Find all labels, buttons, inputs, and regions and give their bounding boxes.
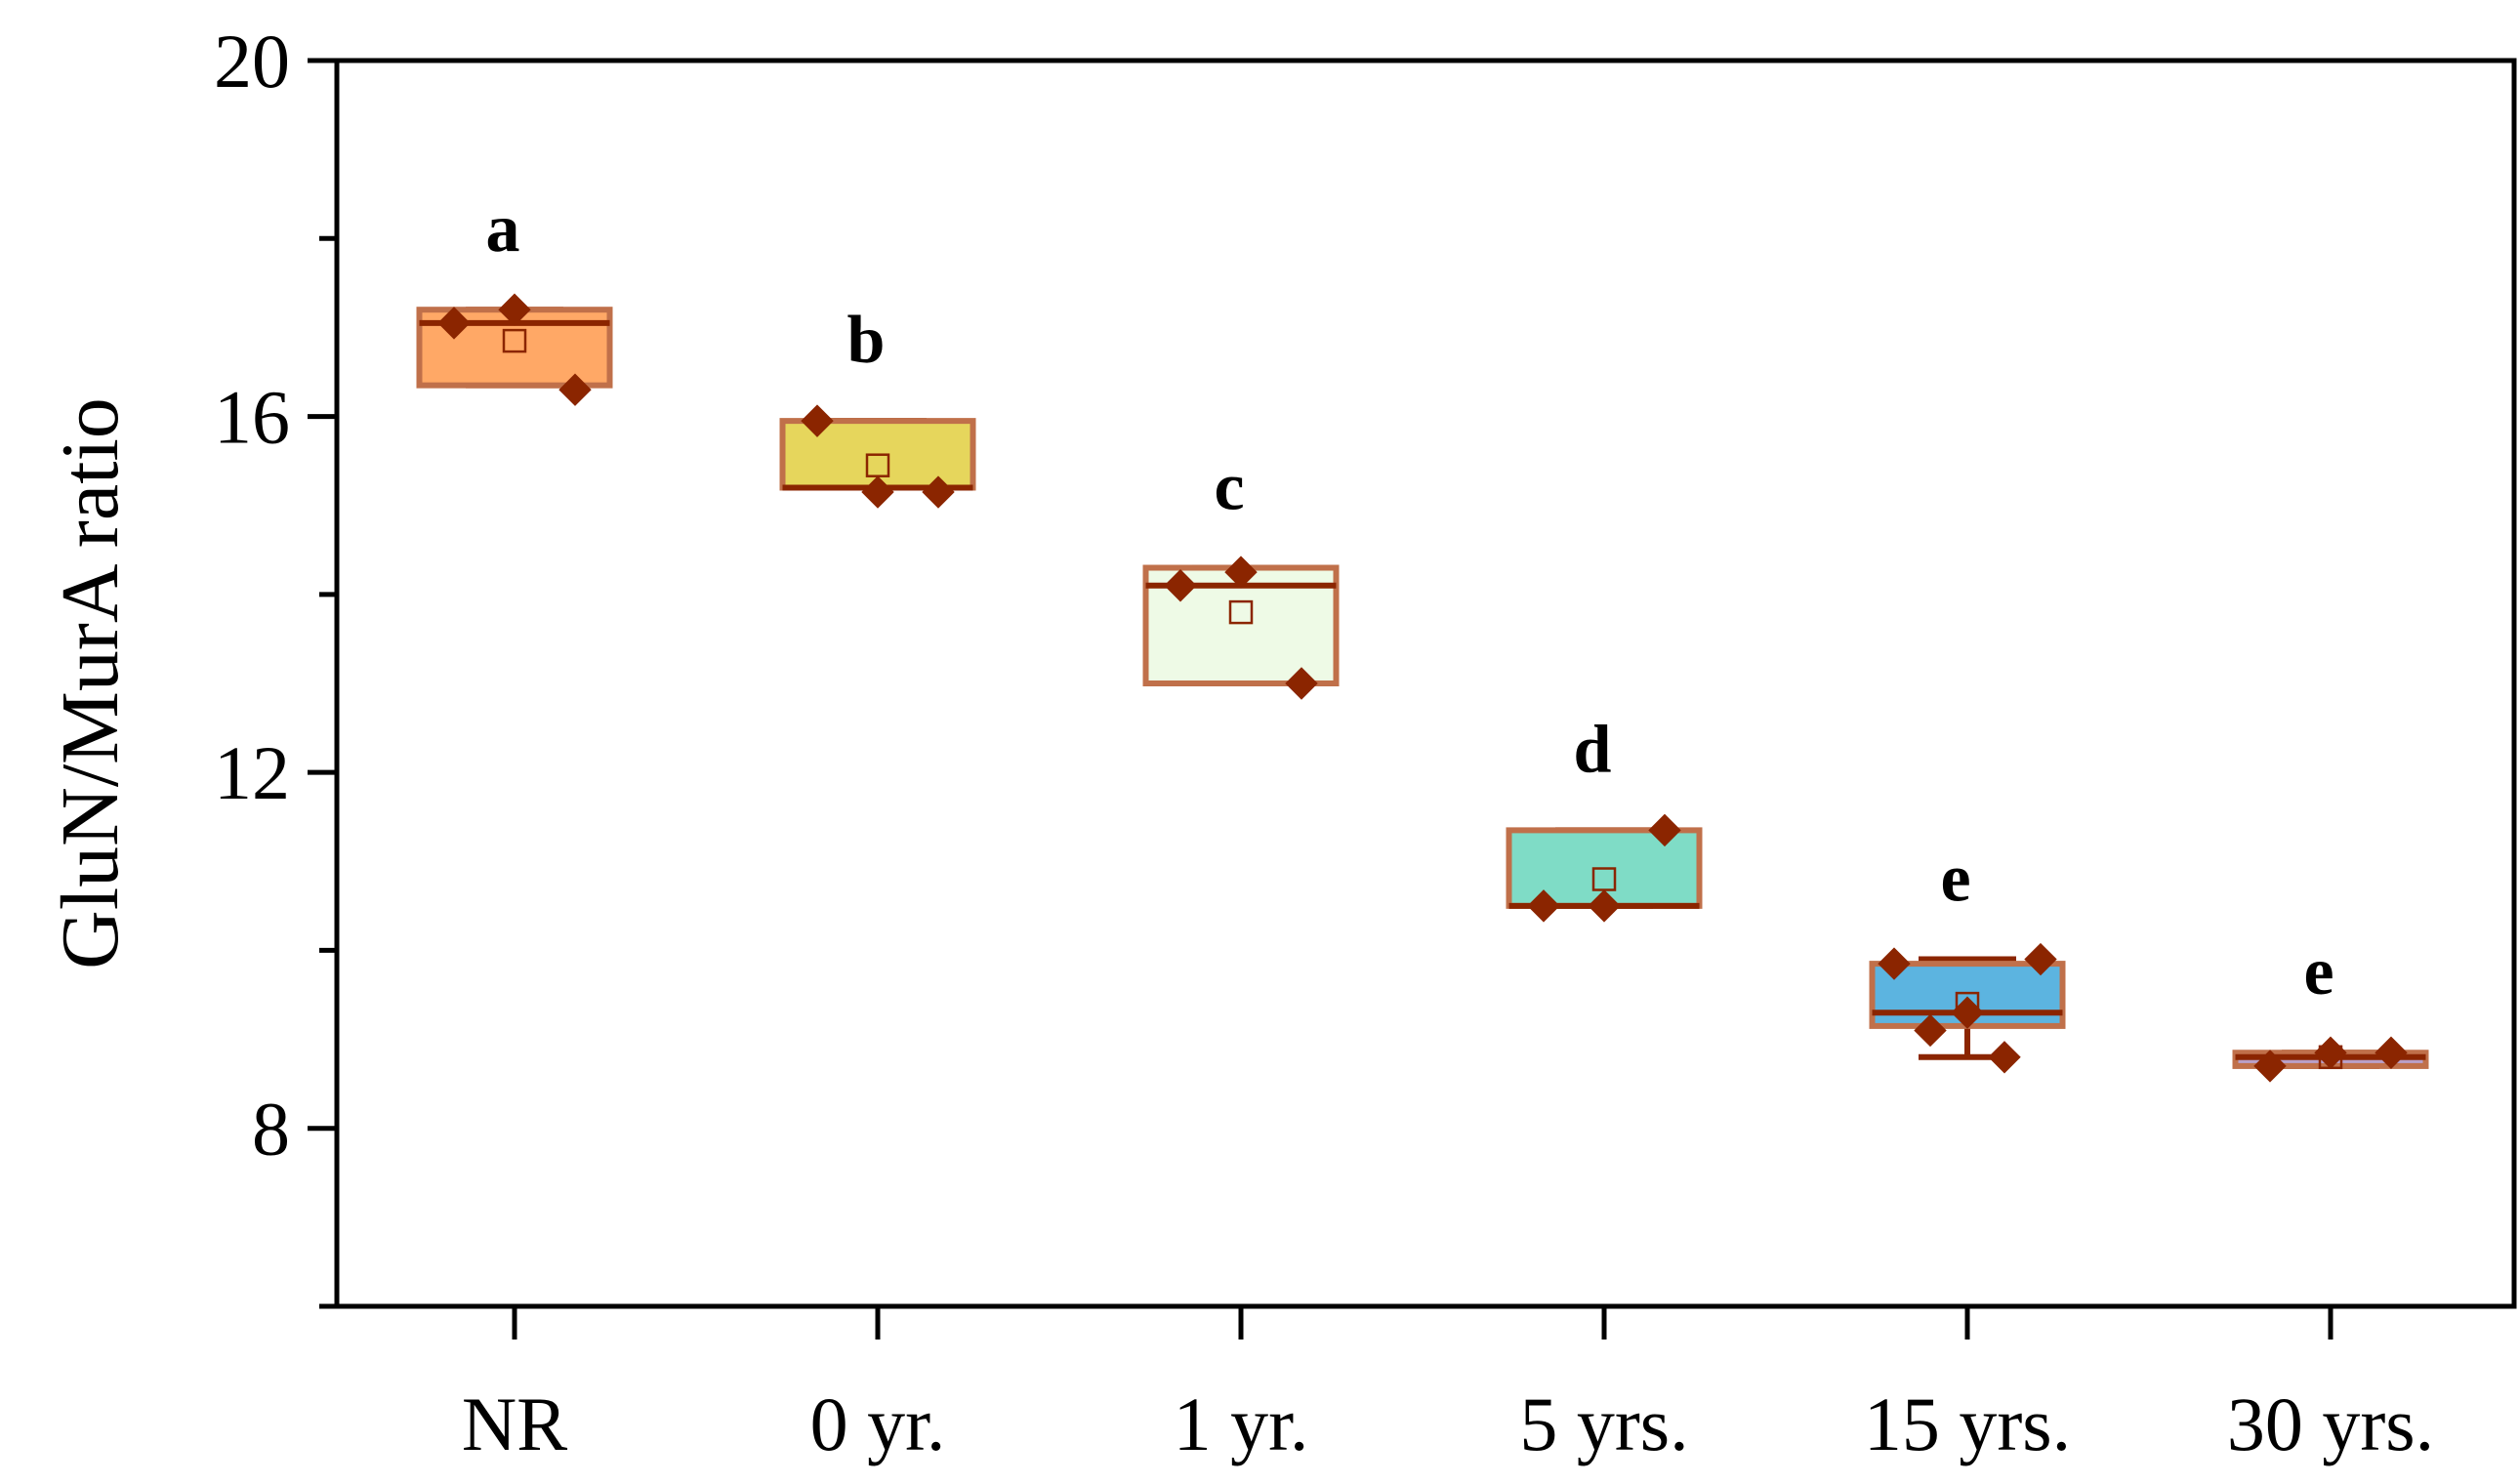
data-point — [1988, 1041, 2021, 1074]
mean-marker — [1228, 599, 1254, 625]
data-point — [1648, 813, 1681, 847]
boxes — [416, 307, 2429, 1070]
x-tick-label: 5 yrs. — [1519, 1381, 1688, 1466]
data-points — [437, 293, 2408, 1083]
significance-letter: a — [486, 191, 520, 267]
x-tick-label: 0 yr. — [810, 1381, 946, 1466]
data-point — [2024, 942, 2057, 976]
data-point — [498, 293, 531, 326]
data-point — [801, 404, 834, 437]
significance-letter: b — [847, 303, 886, 378]
y-tick-label: 16 — [214, 375, 290, 460]
plot-frame — [334, 58, 2517, 1309]
data-point — [1914, 1013, 1947, 1048]
mean-marker — [502, 328, 527, 353]
data-point — [1285, 667, 1318, 700]
data-point — [922, 475, 955, 509]
significance-letters: a b c d e e — [486, 191, 2334, 1010]
data-point — [2374, 1036, 2408, 1069]
y-tick-label: 8 — [252, 1087, 290, 1172]
y-tick-label: 20 — [214, 19, 290, 103]
x-tick-label: 15 yrs. — [1864, 1381, 2071, 1466]
data-point — [1164, 569, 1197, 602]
data-point — [2253, 1050, 2287, 1083]
significance-letter: c — [1214, 450, 1244, 525]
x-tick-label: NR — [462, 1381, 567, 1466]
y-tick-label: 12 — [214, 730, 290, 815]
significance-letter: e — [1940, 842, 1970, 917]
data-point — [1951, 996, 1984, 1029]
data-point — [861, 475, 894, 509]
x-tick-label: 1 yr. — [1174, 1381, 1309, 1466]
data-point — [1224, 556, 1258, 589]
data-point — [1527, 889, 1560, 923]
data-point — [2314, 1036, 2347, 1069]
x-axis: NR 0 yr. 1 yr. 5 yrs. 15 yrs. 30 yrs. — [462, 1306, 2434, 1466]
data-point — [1588, 889, 1621, 923]
significance-letter: d — [1574, 712, 1612, 787]
x-tick-label: 30 yrs. — [2227, 1381, 2434, 1466]
y-axis-label: GluN/MurA ratio — [45, 397, 136, 969]
data-point — [558, 373, 592, 406]
y-axis: 8 12 16 20 — [214, 19, 337, 1309]
data-point — [437, 307, 471, 340]
significance-letter: e — [2303, 934, 2333, 1010]
data-point — [1878, 947, 1911, 980]
